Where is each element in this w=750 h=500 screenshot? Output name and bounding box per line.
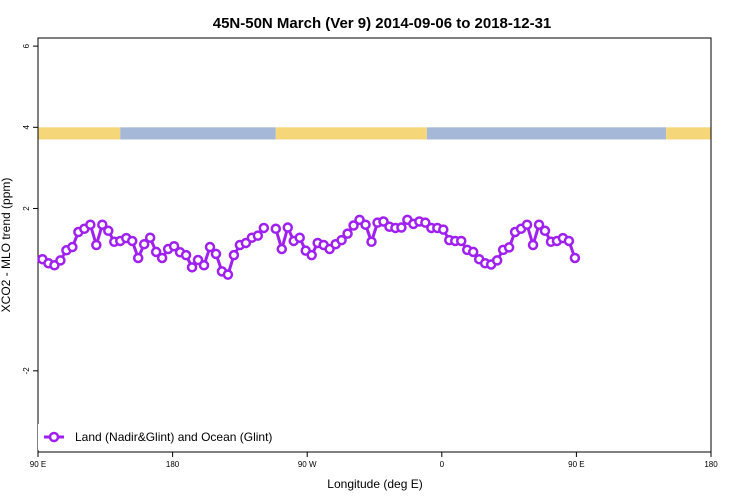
data-point [294, 232, 305, 243]
strip-segment-land [38, 127, 121, 140]
data-point [55, 255, 66, 266]
y-tick-label: -2 [22, 367, 31, 375]
x-axis-label: Longitude (deg E) [327, 477, 422, 491]
data-point [186, 262, 198, 273]
legend-marker-swatch [48, 431, 60, 443]
data-point [150, 246, 162, 258]
land-ocean-strip [38, 127, 711, 140]
data-point [156, 252, 168, 264]
data-point [539, 225, 551, 237]
data-point [503, 242, 515, 253]
data-point [455, 235, 467, 247]
strip-segment-ocean [120, 127, 276, 140]
chart-title: 45N-50N March (Ver 9) 2014-09-06 to 2018… [213, 15, 552, 32]
data-point [204, 241, 216, 253]
axes: 90 E 180 90 W 0 90 E 180 -2 2 4 6 [22, 37, 718, 469]
data-point [306, 249, 317, 261]
data-point [360, 219, 371, 230]
x-tick-label: 90 W [298, 460, 317, 469]
data-point [258, 222, 270, 234]
data-point [85, 219, 96, 230]
x-tick-label: 90 E [30, 460, 46, 469]
data-point [103, 225, 114, 237]
strip-segment-land [666, 127, 711, 140]
data-point [438, 224, 449, 235]
x-tick-label: 180 [704, 460, 718, 469]
data-point [396, 222, 407, 233]
y-tick-label: 2 [22, 206, 31, 211]
data-point [569, 252, 581, 264]
legend-box [38, 424, 288, 450]
data-point [348, 220, 359, 231]
data-point [563, 235, 575, 247]
data-point [97, 219, 108, 230]
x-tick-label: 90 E [568, 460, 584, 469]
legend: Land (Nadir&Glint) and Ocean (Glint) [38, 424, 288, 450]
data-point [132, 252, 144, 264]
data-point [336, 234, 347, 246]
y-tick-label: 6 [22, 43, 31, 48]
series-layer [37, 214, 581, 280]
data-point [198, 260, 210, 271]
legend-label: Land (Nadir&Glint) and Ocean (Glint) [75, 430, 272, 444]
data-point [222, 269, 234, 280]
data-point [491, 255, 503, 266]
data-point [144, 232, 156, 243]
data-point [467, 246, 479, 258]
data-point [168, 240, 180, 252]
data-point [533, 219, 545, 230]
data-point [527, 239, 539, 251]
strip-segment-land [275, 127, 427, 140]
data-point [228, 249, 240, 261]
data-point [91, 239, 102, 251]
data-point [252, 230, 264, 241]
y-axis-label: XCO2 - MLO trend (ppm) [0, 178, 13, 313]
data-point [138, 238, 150, 250]
strip-segment-ocean [426, 127, 667, 140]
data-point [366, 236, 377, 248]
data-point [67, 241, 78, 253]
y-tick-label: 4 [22, 125, 31, 130]
data-point [180, 249, 192, 261]
x-tick-label: 0 [440, 460, 445, 469]
x-tick-label: 180 [166, 460, 180, 469]
data-point [342, 228, 353, 239]
data-point [210, 248, 222, 260]
data-point [276, 243, 288, 255]
data-point [126, 235, 138, 247]
plot-frame [37, 37, 712, 453]
data-point [282, 222, 294, 233]
data-point [270, 223, 282, 235]
data-point [521, 219, 533, 230]
